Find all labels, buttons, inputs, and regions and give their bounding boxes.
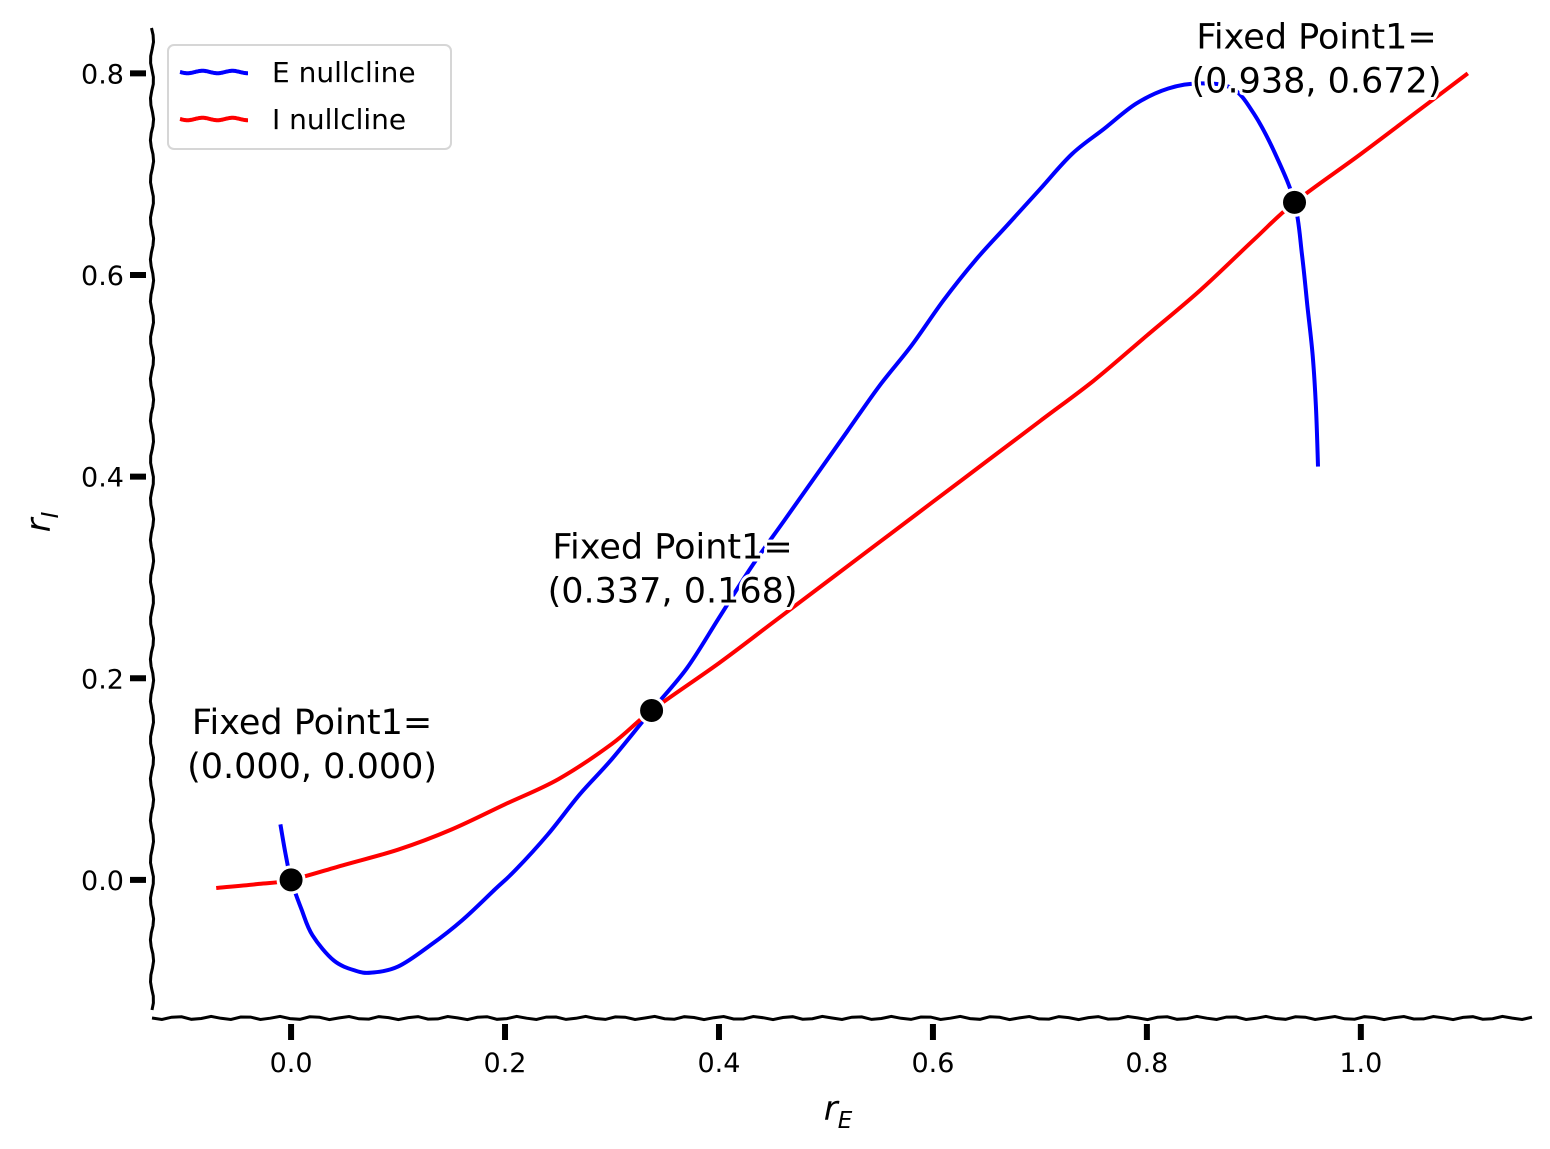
x-tick-label: 0.4 <box>698 1048 741 1079</box>
annotations: Fixed Point1=(0.000, 0.000)Fixed Point1=… <box>184 14 1445 790</box>
legend-label: I nullcline <box>272 103 406 136</box>
fixed-point-marker <box>637 696 667 726</box>
legend-swatch <box>179 115 248 123</box>
annotation-line: (0.337, 0.168) <box>548 572 798 612</box>
annotation-line: Fixed Point1= <box>192 703 432 743</box>
series-line <box>216 71 1470 890</box>
fixed-point-marker <box>1280 187 1310 217</box>
y-tick-label: 0.6 <box>81 261 124 292</box>
legend-swatch <box>179 68 248 76</box>
x-tick-label: 0.8 <box>1125 1048 1168 1079</box>
y-tick-label: 0.4 <box>81 463 124 494</box>
legend-label: E nullcline <box>272 56 416 89</box>
axes: 0.0 0.2 0.4 0.6 0.8 1.0 0.0 0.2 0.4 0.6 0.8 rE rI <box>19 27 1533 1134</box>
series-lines <box>216 71 1470 975</box>
fixed-point-annotation: Fixed Point1=(0.000, 0.000) <box>184 700 440 790</box>
y-tick-label: 0.2 <box>81 664 124 695</box>
fixed-point-annotation: Fixed Point1=(0.337, 0.168) <box>545 525 801 615</box>
x-tick-label: 1.0 <box>1339 1048 1382 1079</box>
y-axis-label: rI <box>19 511 64 532</box>
x-axis-label: rE <box>824 1089 853 1134</box>
series-line <box>278 81 1320 975</box>
x-axis-spine <box>151 1014 1533 1022</box>
y-tick-label: 0.0 <box>81 866 124 897</box>
annotation-line: (0.000, 0.000) <box>187 747 437 787</box>
y-axis-spine <box>148 27 156 1011</box>
annotation-line: Fixed Point1= <box>1196 17 1436 57</box>
annotation-line: (0.938, 0.672) <box>1192 61 1442 101</box>
x-tick-label: 0.0 <box>270 1048 313 1079</box>
x-tick-label: 0.6 <box>911 1048 954 1079</box>
y-tick-label: 0.8 <box>81 59 124 90</box>
legend: E nullcline I nullcline <box>167 44 452 150</box>
annotation-line: Fixed Point1= <box>552 528 792 568</box>
fixed-point-marker <box>276 865 306 895</box>
fixed-point-annotation: Fixed Point1=(0.938, 0.672) <box>1189 14 1445 104</box>
fixed-points <box>276 187 1310 895</box>
x-tick-label: 0.2 <box>484 1048 527 1079</box>
